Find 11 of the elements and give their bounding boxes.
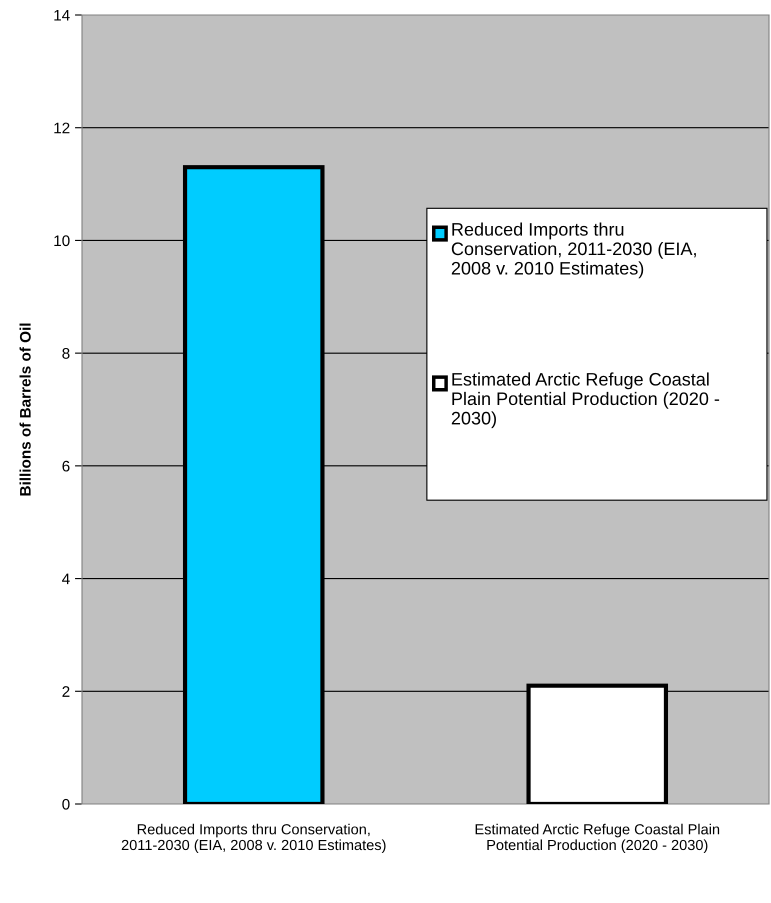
y-tick-label: 12 (54, 122, 70, 134)
y-tick-label: 10 (54, 235, 70, 246)
y-tick-label: 6 (62, 460, 70, 472)
y-tick-label: 0 (62, 798, 70, 810)
y-tick-label: 4 (62, 574, 70, 584)
legend-label: Estimated Arctic Refuge Coastal Plain Potential Production (2020 - 2030) (452, 372, 720, 428)
y-tick-label: 8 (62, 348, 70, 359)
y-axis-title: Billions of Barrels of Oil (20, 324, 31, 496)
y-tick-label: 2 (62, 686, 70, 697)
y-tick-label: 14 (54, 10, 70, 21)
legend-label: Reduced Imports thru Conservation, 2011-2030 (EIA, 2008 v. 2010 Estimates) (452, 222, 696, 278)
